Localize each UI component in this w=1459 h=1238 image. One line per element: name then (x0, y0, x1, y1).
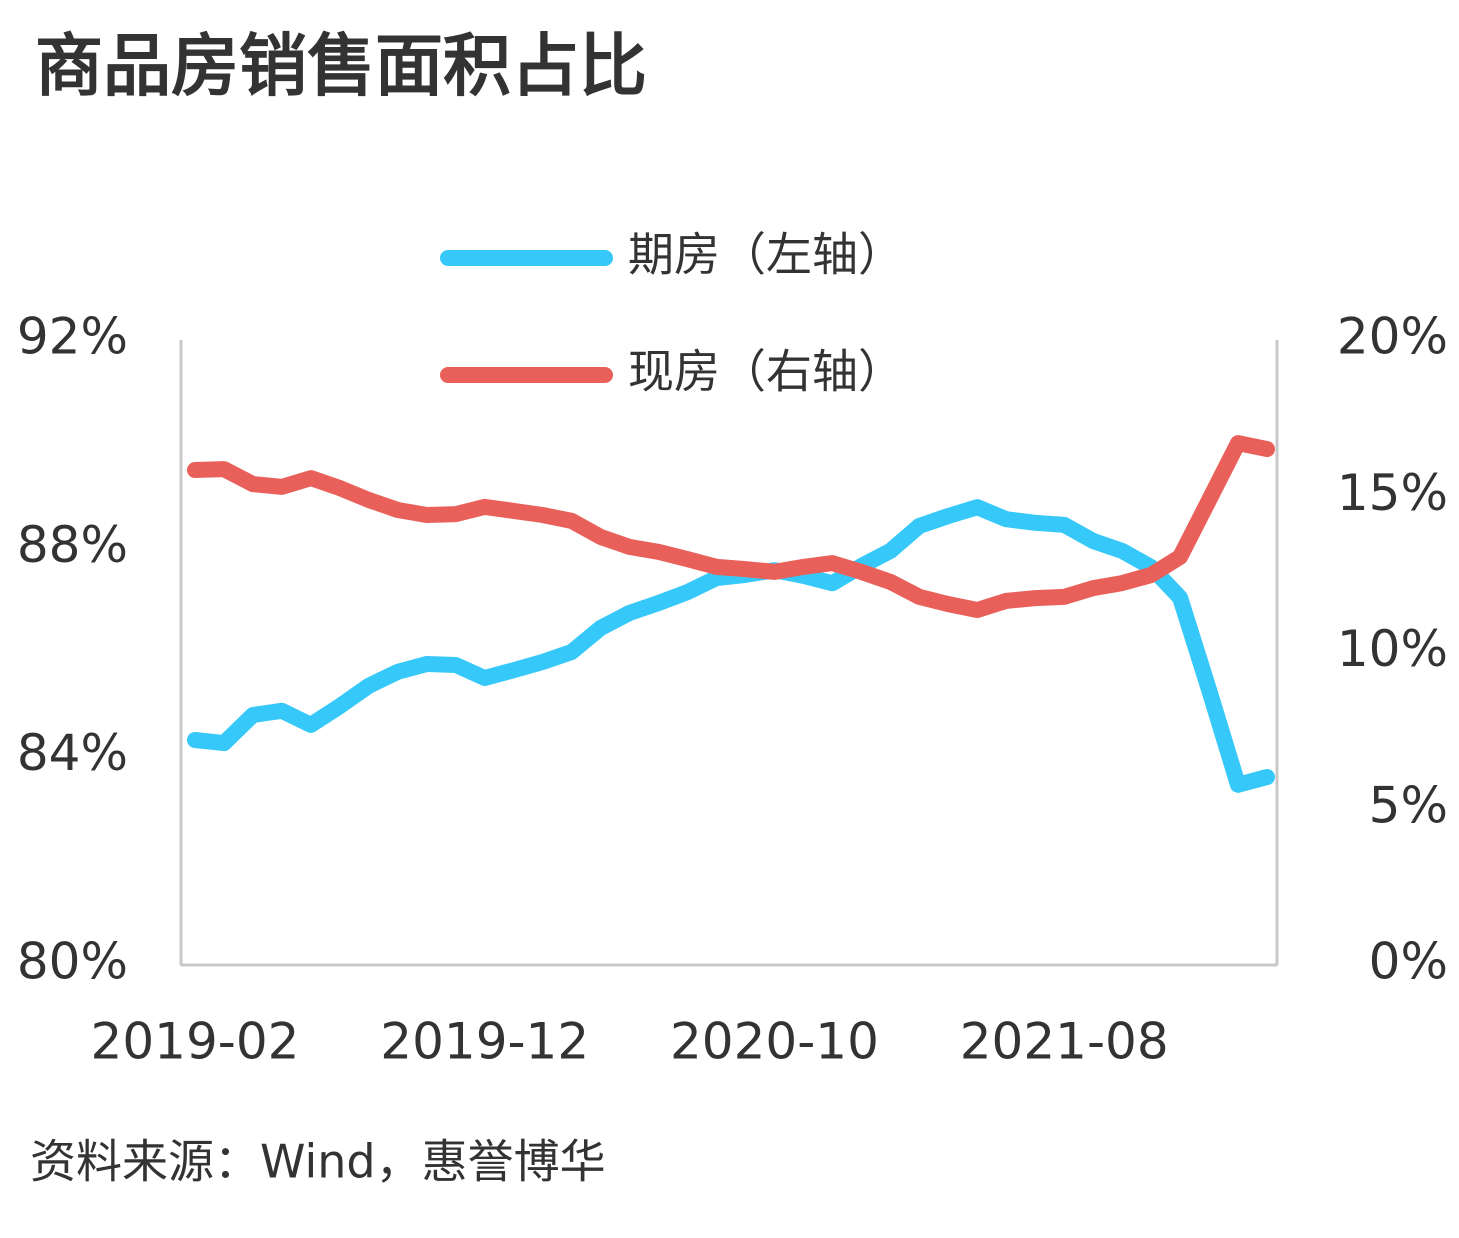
data-line (187, 435, 1275, 618)
chart-title: 商品房销售面积占比 (35, 27, 647, 107)
data-line (187, 499, 1275, 793)
legend-label: 现房（右轴） (628, 345, 904, 399)
y2-tick-label: 20% (1337, 308, 1448, 366)
y2-tick-label: 0% (1369, 933, 1448, 991)
x-tick-label: 2021-08 (960, 1013, 1169, 1071)
y-tick-label: 88% (17, 516, 128, 574)
y-tick-label: 80% (17, 933, 128, 991)
x-tick-label: 2019-02 (91, 1013, 300, 1071)
legend-label: 期房（左轴） (628, 228, 904, 282)
y2-tick-label: 15% (1337, 464, 1448, 522)
y-tick-label: 92% (17, 308, 128, 366)
y2-tick-label: 10% (1337, 620, 1448, 678)
source-note: 资料来源：Wind，惠誉博华 (30, 1135, 606, 1189)
x-tick-label: 2019-12 (380, 1013, 589, 1071)
y2-tick-label: 5% (1369, 776, 1448, 834)
y-tick-label: 84% (17, 724, 128, 782)
x-tick-label: 2020-10 (670, 1013, 879, 1071)
